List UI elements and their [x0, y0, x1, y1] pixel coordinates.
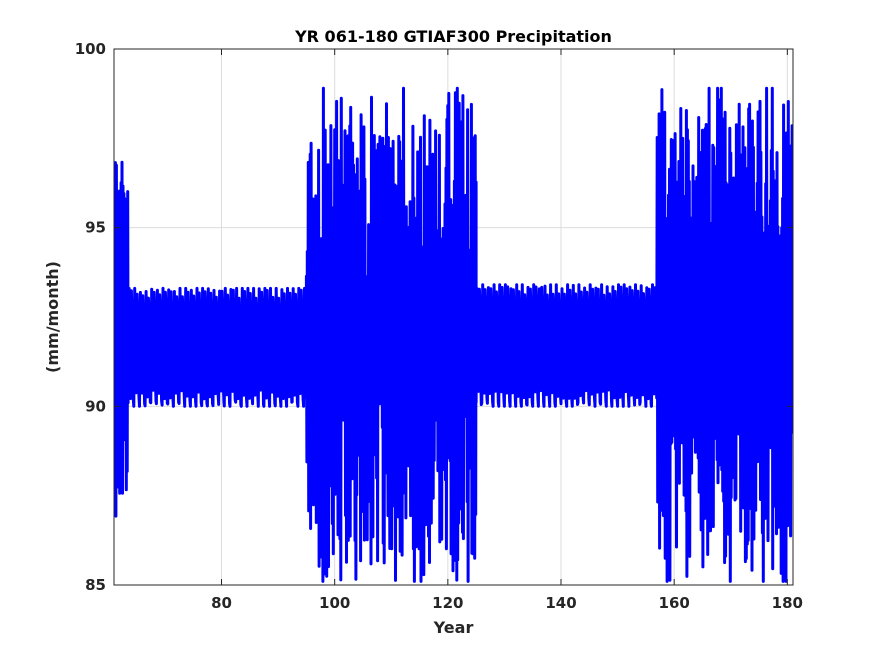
x-tick-label: 80 [211, 594, 232, 612]
x-tick-label: 160 [659, 594, 690, 612]
y-tick-label: 85 [85, 576, 106, 594]
y-axis-label: (mm/month) [43, 261, 62, 373]
y-tick-label: 100 [75, 40, 106, 58]
chart-title: YR 061-180 GTIAF300 Precipitation [294, 27, 612, 46]
series-layer [114, 86, 793, 583]
y-tick-label: 90 [85, 397, 106, 415]
precipitation-series-line [114, 86, 793, 583]
x-axis-label: Year [433, 618, 474, 637]
x-tick-label: 180 [772, 594, 803, 612]
x-tick-label: 140 [545, 594, 576, 612]
x-tick-label: 100 [319, 594, 350, 612]
y-tick-label: 95 [85, 219, 106, 237]
axis-ticks: 80 100 120 140 160 180 85 90 95 100 [75, 40, 803, 612]
axes-frame [113, 48, 794, 586]
x-tick-label: 120 [432, 594, 463, 612]
